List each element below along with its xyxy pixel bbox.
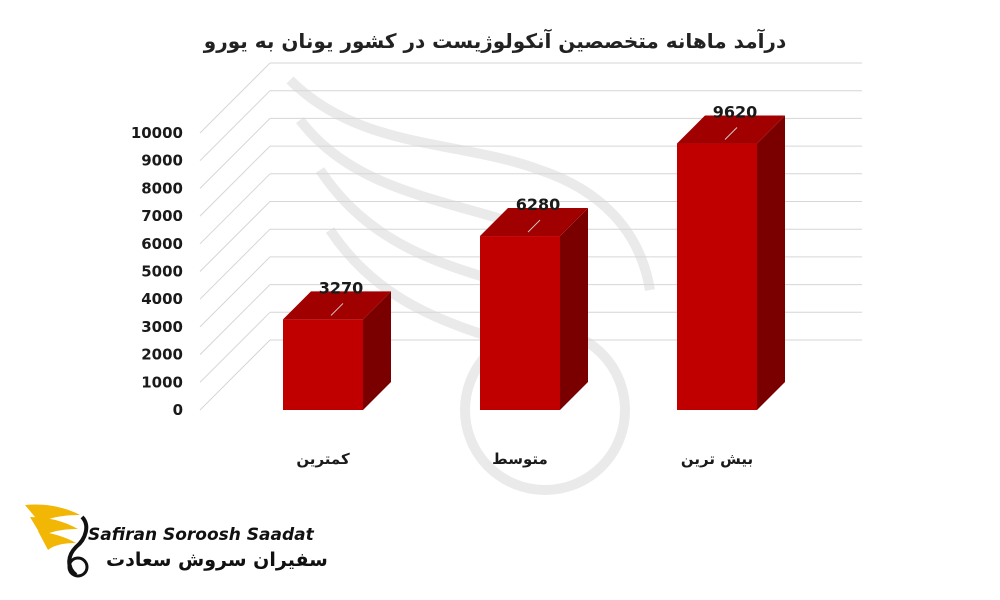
x-category-label: بیش ترین <box>681 450 753 468</box>
logo-english-text: Safiran Soroosh Saadat <box>88 525 314 545</box>
bar <box>283 319 363 410</box>
data-label: 3270 <box>319 278 364 297</box>
data-label-leader <box>724 127 738 140</box>
y-tick-label: 5000 <box>141 263 183 281</box>
gridline-diagonal <box>199 228 271 300</box>
gridline-diagonal <box>199 90 271 162</box>
y-tick-label: 7000 <box>141 207 183 225</box>
bar <box>480 236 560 410</box>
data-label: 9620 <box>713 103 758 122</box>
bar-side <box>363 291 391 410</box>
bar-top <box>283 291 391 320</box>
data-label: 6280 <box>516 195 561 214</box>
bar-side <box>757 115 785 410</box>
gridline-diagonal <box>199 62 271 134</box>
chart-title: درآمد ماهانه متخصصین آنکولوژیست در کشور … <box>203 28 786 53</box>
logo-persian-text: سفیران سروش سعادت <box>106 549 328 571</box>
phoenix-logo-icon <box>25 504 89 578</box>
gridline-diagonal <box>199 201 271 272</box>
x-category-label: متوسط <box>492 450 548 468</box>
y-tick-label: 3000 <box>141 318 183 336</box>
y-tick-label: 6000 <box>141 235 183 253</box>
bar <box>677 143 757 410</box>
data-labels: 3270 6280 9620 <box>319 103 758 298</box>
bar-top <box>480 208 588 237</box>
gridline-diagonal <box>199 339 271 411</box>
gridline-diagonal <box>199 256 271 328</box>
gridline-diagonal <box>199 173 271 245</box>
gridline-diagonal <box>199 145 271 217</box>
gridline-diagonal <box>199 118 271 189</box>
y-tick-label: 1000 <box>141 373 183 391</box>
y-tick-label: 0 <box>173 401 183 419</box>
data-label-leader <box>527 219 541 233</box>
bar-side <box>560 208 588 410</box>
x-axis-categories: کمترین متوسط بیش ترین <box>296 450 753 468</box>
y-tick-label: 9000 <box>141 152 183 170</box>
brand-logo: Safiran Soroosh Saadat سفیران سروش سعادت <box>20 495 328 585</box>
y-tick-label: 2000 <box>141 346 183 364</box>
gridline-diagonal <box>199 284 271 355</box>
y-tick-label: 4000 <box>141 290 183 308</box>
y-axis-ticks: 0 1000 2000 3000 4000 5000 6000 7000 8000 9000 100… <box>131 124 183 419</box>
y-tick-label: 8000 <box>141 179 183 197</box>
y-tick-label: 10000 <box>131 124 183 142</box>
gridline-diagonal <box>199 311 271 383</box>
bars <box>283 115 785 410</box>
bar-top <box>677 115 785 144</box>
data-label-leader <box>330 303 344 316</box>
x-category-label: کمترین <box>296 450 350 468</box>
